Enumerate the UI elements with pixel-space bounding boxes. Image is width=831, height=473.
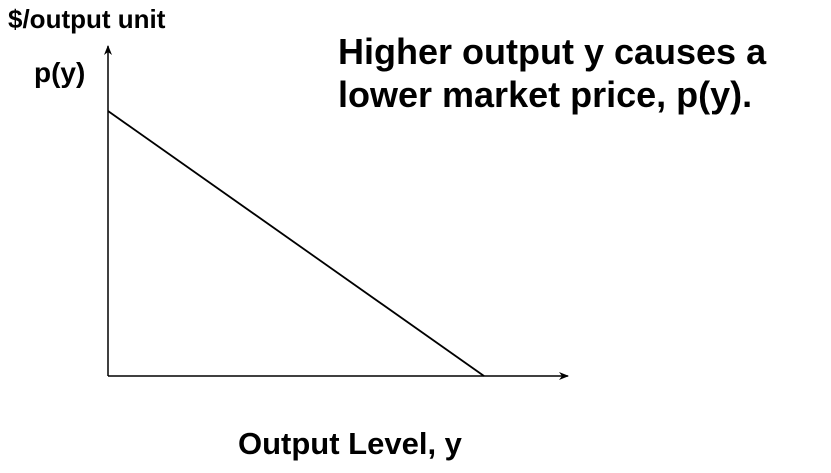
annotation-line-2: lower market price, p(y). <box>338 74 753 116</box>
y-axis-label: $/output unit <box>8 4 166 34</box>
annotation-text: Higher output y causes a lower market pr… <box>338 30 766 116</box>
price-curve-label: p(y) <box>34 57 86 88</box>
demand-curve <box>107 110 485 377</box>
x-axis-label: Output Level, y <box>238 426 462 461</box>
annotation-line-1: Higher output y causes a <box>338 31 767 72</box>
